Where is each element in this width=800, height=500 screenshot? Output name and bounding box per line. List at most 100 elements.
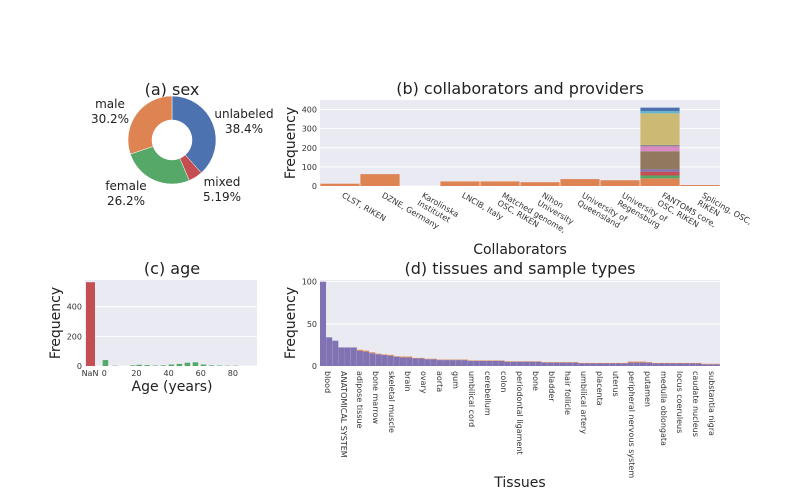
panel-d-bar bbox=[418, 358, 425, 366]
panel-d-bar-cap bbox=[510, 361, 517, 362]
panel-b-bar-segment bbox=[480, 181, 520, 186]
panel-d-bar bbox=[350, 347, 357, 366]
panel-d-bar bbox=[381, 355, 388, 366]
panel-d-bar-cap bbox=[400, 356, 407, 358]
panel-d-bar bbox=[566, 362, 573, 366]
panel-c-x-tick-nan: NaN bbox=[82, 369, 99, 378]
panel-d-bar-cap bbox=[492, 360, 499, 361]
panel-b-bar-segment bbox=[360, 174, 400, 186]
panel-b-bar-segment bbox=[640, 107, 680, 112]
panel-d-bar-cap bbox=[449, 359, 456, 361]
panel-c-x-tick: 60 bbox=[196, 369, 206, 378]
panel-d-bar-cap bbox=[504, 361, 511, 362]
panel-d-bar-cap bbox=[430, 358, 437, 360]
panel-d-bar-cap bbox=[523, 361, 530, 362]
panel-c: (c) age 0 200 400 NaN 0 20 40 60 80 Frequency A… bbox=[48, 259, 257, 395]
panel-d-bar bbox=[461, 360, 468, 366]
panel-d-bar-cap bbox=[436, 359, 443, 361]
panel-d-bar-cap bbox=[621, 362, 628, 364]
panel-d-x-tick: putamen bbox=[643, 371, 652, 407]
panel-d-x-tick: blood bbox=[323, 371, 332, 393]
panel-d-x-tick: medulla oblongata bbox=[659, 371, 668, 446]
panel-d-bar bbox=[326, 337, 333, 366]
panel-d-bar-cap bbox=[535, 361, 542, 362]
panel-d-x-tick: ovary bbox=[419, 371, 428, 394]
panel-a-title: (a) sex bbox=[145, 80, 200, 99]
panel-d-bar bbox=[584, 363, 591, 366]
panel-d-bar-cap bbox=[713, 363, 720, 365]
panel-d-bar bbox=[652, 363, 659, 366]
panel-c-x-ticks: NaN 0 20 40 60 80 bbox=[82, 369, 238, 378]
panel-c-x-tick: 20 bbox=[131, 369, 141, 378]
panel-d-bar-cap bbox=[541, 362, 548, 363]
panel-c-title: (c) age bbox=[144, 259, 200, 278]
panel-c-bin-bar bbox=[144, 365, 150, 366]
panel-d-bar-cap bbox=[553, 362, 560, 363]
panel-d-y-ticks: 0 50 100 bbox=[302, 278, 317, 371]
pie-label-mixed: mixed bbox=[204, 175, 241, 189]
panel-d-bar-cap bbox=[578, 362, 585, 364]
panel-d-bar bbox=[560, 362, 567, 366]
panel-d-bar-cap bbox=[560, 362, 567, 363]
panel-d-bar-cap bbox=[356, 349, 363, 351]
panel-b-y-tick: 0 bbox=[312, 182, 317, 191]
panel-d-x-tick: locus coeruleus bbox=[675, 371, 684, 433]
panel-b-bar-segment bbox=[640, 111, 680, 114]
pie-label-female: female bbox=[105, 179, 146, 193]
panel-b-title: (b) collaborators and providers bbox=[396, 79, 644, 98]
panel-b-bar-segment bbox=[320, 183, 360, 186]
panel-c-bin-bar bbox=[200, 364, 207, 366]
panel-d-bar bbox=[436, 360, 443, 366]
panel-d-bar bbox=[424, 359, 431, 366]
panel-d-bar-cap bbox=[369, 352, 376, 354]
panel-d-bar-cap bbox=[363, 350, 370, 352]
panel-d-bar-cap bbox=[412, 357, 419, 359]
panel-d-bar bbox=[701, 364, 708, 366]
panel-b-y-tick: 400 bbox=[302, 106, 317, 115]
panel-d-bar-cap bbox=[689, 362, 696, 364]
panel-c-bin-bar bbox=[102, 360, 109, 366]
panel-d-bar bbox=[363, 351, 370, 366]
panel-c-bin-bar bbox=[184, 362, 191, 366]
panel-d-bar bbox=[553, 362, 560, 366]
panel-c-plot-area bbox=[85, 280, 257, 366]
panel-d-bar bbox=[676, 363, 683, 366]
panel-b-bar-segment bbox=[640, 151, 680, 170]
pie-chart bbox=[127, 95, 217, 185]
panel-d-bar bbox=[541, 362, 548, 366]
panel-d-bar bbox=[689, 363, 696, 366]
panel-b-y-ticks: 0 100 200 300 400 bbox=[302, 106, 317, 191]
panel-d-bar bbox=[658, 363, 665, 366]
panel-d-bar bbox=[596, 363, 603, 366]
panel-c-x-tick: 0 bbox=[102, 369, 107, 378]
panel-d-bar bbox=[400, 357, 407, 366]
panel-d-y-tick: 0 bbox=[312, 362, 317, 371]
panel-d-bar bbox=[455, 360, 462, 366]
panel-d-x-tick: bone marrow bbox=[371, 371, 380, 424]
panel-d-bar-cap bbox=[646, 362, 653, 363]
panel-d-bar-cap bbox=[381, 354, 388, 356]
panel-b: (b) collaborators and providers 0 100 200 3… bbox=[283, 79, 753, 258]
panel-b-bar-segment bbox=[680, 185, 720, 186]
panel-d-bar bbox=[473, 360, 480, 366]
panel-c-bin-bar bbox=[192, 362, 199, 366]
panel-d-x-tick: gum bbox=[451, 371, 460, 389]
panel-d-bar bbox=[603, 363, 610, 366]
panel-d-bar bbox=[640, 362, 647, 366]
panel-d-bar-cap bbox=[529, 361, 536, 362]
panel-d-x-tick: aorta bbox=[435, 371, 444, 392]
panel-d-bar bbox=[695, 363, 702, 366]
panel-b-bar-segment bbox=[520, 182, 560, 186]
panel-b-x-tick: CLST, RIKEN bbox=[340, 191, 387, 223]
panel-d-bar-cap bbox=[664, 362, 671, 364]
panel-d-y-tick: 50 bbox=[307, 320, 317, 329]
pie-percent-unlabeled: 38.4% bbox=[225, 122, 263, 136]
panel-d-x-ticks: blood ANATOMICAL SYSTEM adipose tissue bone… bbox=[323, 371, 716, 478]
panel-c-bin-bar bbox=[168, 364, 175, 366]
panel-d-x-tick: cerebellum bbox=[483, 371, 492, 416]
panel-b-x-axis-label: Collaborators bbox=[473, 242, 567, 258]
panel-c-bin-bar bbox=[130, 365, 136, 366]
panel-d-bar-cap bbox=[596, 362, 603, 364]
panel-d-x-tick: skeletal muscle bbox=[387, 371, 396, 433]
